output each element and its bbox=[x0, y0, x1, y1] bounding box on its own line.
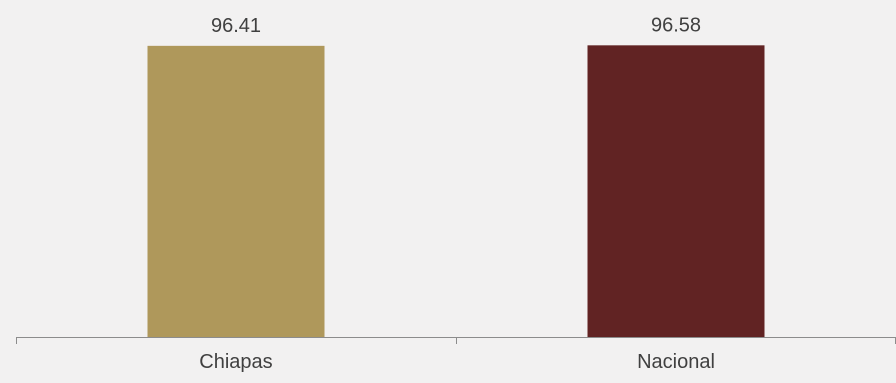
bars-layer bbox=[147, 45, 765, 338]
value-labels-layer: 96.41 96.58 bbox=[211, 14, 701, 37]
value-label-nacional: 96.58 bbox=[651, 14, 701, 36]
bar-chiapas bbox=[147, 45, 325, 338]
x-axis: Chiapas Nacional bbox=[16, 337, 896, 373]
value-label-chiapas: 96.41 bbox=[211, 15, 261, 37]
bar-nacional bbox=[587, 45, 765, 337]
category-label-chiapas: Chiapas bbox=[199, 351, 272, 373]
category-label-nacional: Nacional bbox=[637, 351, 715, 373]
